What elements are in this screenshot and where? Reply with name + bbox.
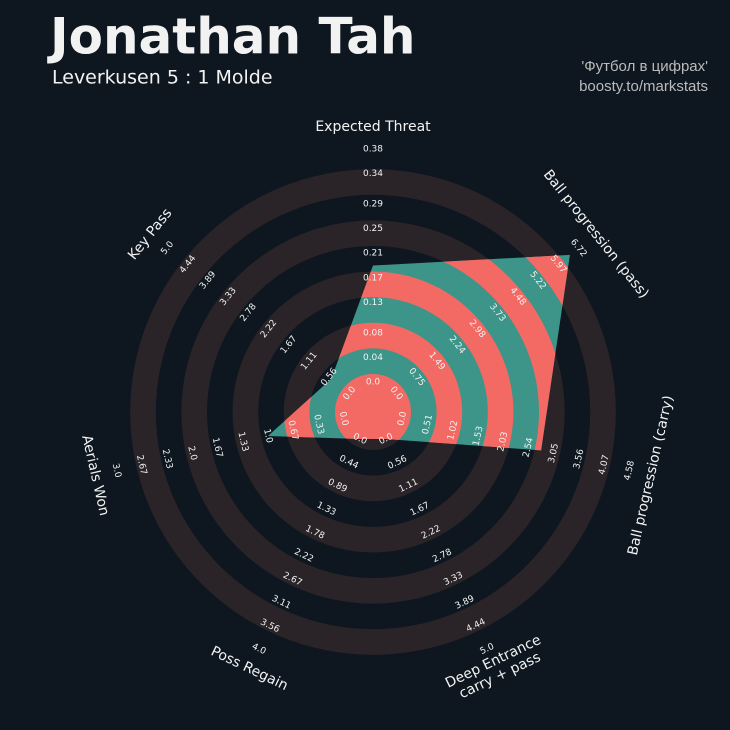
tick-label: 3.0 [110,463,123,479]
credit: 'Футбол в цифрах' [581,58,708,75]
tick-label: 3.56 [572,448,586,470]
chart-subtitle: Leverkusen 5 : 1 Molde [52,67,273,89]
tick-label: 0.04 [363,353,383,363]
tick-label: 2.33 [160,448,174,470]
tick-label: 0.0 [396,410,409,426]
tick-label: 0.0 [337,411,350,427]
ring [335,374,411,450]
tick-label: 2.54 [522,436,536,458]
tick-label: 1.0 [261,428,274,444]
tick-label: 0.25 [363,224,383,234]
tick-label: 2.67 [134,454,148,476]
tick-label: 0.0 [366,378,381,388]
tick-label: 1.33 [235,431,249,453]
tick-label: 3.05 [547,442,561,464]
tick-label: 1.67 [210,437,224,459]
tick-label: 4.07 [597,454,611,476]
tick-label: 2.03 [496,431,510,453]
tick-label: 2.0 [185,445,198,461]
tick-label: 0.33 [311,414,325,436]
tick-label: 0.34 [363,169,383,179]
tick-label: 0.17 [363,273,383,283]
chart-title: Jonathan Tah [47,8,416,66]
tick-label: 1.02 [446,419,460,441]
tick-label: 0.29 [363,200,383,210]
tick-label: 0.67 [285,419,299,441]
tick-label: 0.13 [363,298,383,308]
tick-label: 0.08 [363,328,383,338]
tick-label: 0.51 [421,414,435,436]
radar-rings [268,254,570,451]
credit: boosty.to/markstats [579,78,708,95]
tick-label: 0.21 [363,249,383,259]
tick-label: 1.53 [472,425,486,447]
axis-label: Expected Threat [315,119,431,135]
tick-label: 0.38 [363,145,383,155]
tick-label: 4.58 [623,459,637,481]
